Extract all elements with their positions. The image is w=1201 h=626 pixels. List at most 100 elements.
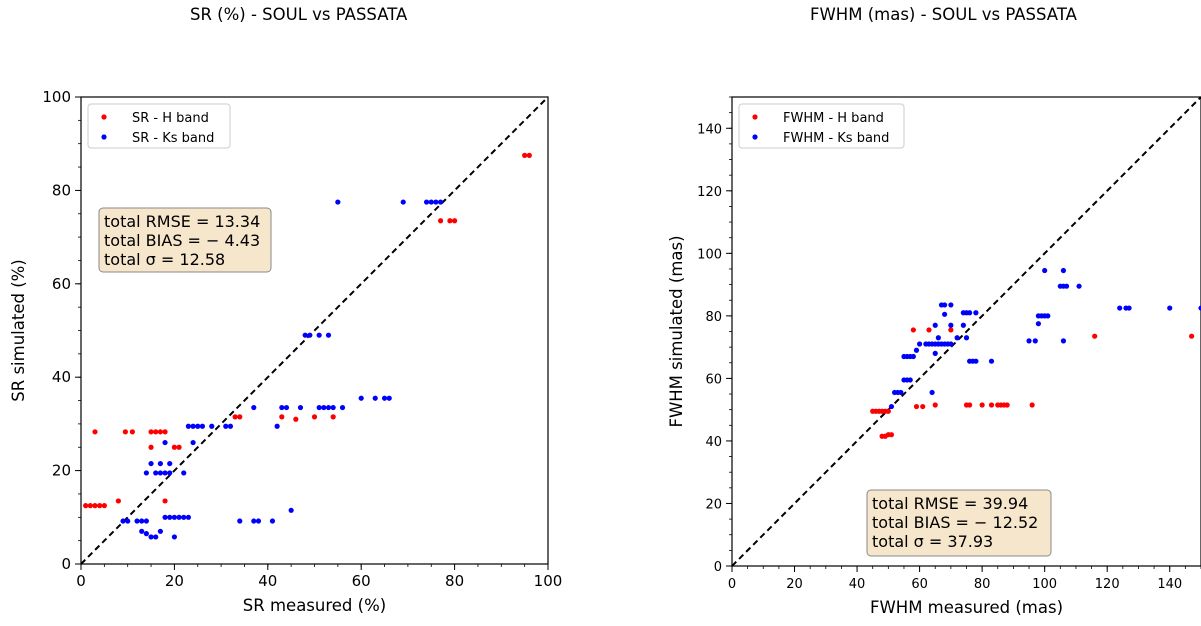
data-point bbox=[428, 199, 434, 205]
y-tick-label: 120 bbox=[697, 185, 722, 200]
legend-label: SR - Ks band bbox=[132, 131, 214, 146]
data-point bbox=[358, 395, 364, 401]
y-tick-label: 100 bbox=[42, 88, 71, 106]
data-point bbox=[143, 518, 149, 524]
stats-line: total σ = 37.93 bbox=[872, 532, 993, 551]
data-point bbox=[251, 518, 257, 524]
y-tick-label: 20 bbox=[52, 462, 71, 480]
sr-chart-panel: SR (%) - SOUL vs PASSATA 0 20 40 60 80 100 0 20… bbox=[0, 0, 600, 622]
data-point bbox=[960, 322, 966, 328]
data-point bbox=[948, 322, 954, 328]
data-point bbox=[522, 152, 528, 158]
data-point bbox=[1004, 402, 1010, 408]
sr-scatter-plot: 0 20 40 60 80 100 0 20 40 60 80 100 SR measured (%) S… bbox=[9, 88, 563, 615]
legend: FWHM - H band FWHM - Ks band bbox=[738, 103, 905, 149]
x-tick-label: 80 bbox=[445, 572, 464, 590]
data-point bbox=[293, 416, 299, 422]
data-point bbox=[148, 429, 154, 435]
data-point bbox=[153, 470, 159, 476]
data-point bbox=[910, 353, 916, 360]
legend-marker bbox=[101, 114, 107, 120]
data-point bbox=[274, 423, 280, 429]
data-point bbox=[437, 218, 444, 224]
data-point bbox=[255, 518, 262, 524]
data-point bbox=[316, 404, 322, 411]
data-point bbox=[913, 403, 920, 410]
data-point bbox=[162, 470, 168, 476]
data-point bbox=[143, 470, 149, 476]
data-point bbox=[1029, 402, 1035, 408]
y-tick-label: 0 bbox=[714, 560, 722, 575]
x-tick-label: 40 bbox=[849, 577, 866, 592]
stats-line: total BIAS = − 12.52 bbox=[872, 513, 1038, 532]
data-point bbox=[948, 341, 954, 347]
data-point bbox=[330, 404, 336, 411]
x-tick-label: 0 bbox=[728, 577, 736, 592]
data-point bbox=[963, 335, 970, 341]
data-point bbox=[1045, 313, 1051, 319]
data-point bbox=[153, 534, 159, 540]
y-tick-label: 40 bbox=[705, 435, 722, 450]
y-tick-label: 60 bbox=[705, 372, 722, 387]
data-point bbox=[447, 218, 453, 224]
data-point bbox=[171, 444, 177, 450]
data-point bbox=[913, 347, 920, 353]
data-point bbox=[167, 470, 173, 476]
data-point bbox=[917, 341, 923, 347]
x-tick-label: 20 bbox=[786, 577, 803, 592]
x-tick-label: 60 bbox=[911, 577, 928, 592]
data-point bbox=[988, 402, 995, 408]
data-point bbox=[162, 439, 168, 446]
data-point bbox=[269, 518, 276, 524]
data-point bbox=[185, 423, 192, 429]
stats-box-bg bbox=[98, 207, 272, 273]
y-tick-label: 100 bbox=[697, 247, 722, 262]
data-point bbox=[181, 514, 187, 520]
legend-marker bbox=[101, 134, 107, 140]
data-point bbox=[162, 514, 168, 520]
data-point bbox=[885, 408, 891, 414]
data-point bbox=[948, 302, 954, 308]
legend-marker bbox=[752, 134, 758, 140]
data-point bbox=[162, 429, 168, 435]
series-h-band bbox=[83, 152, 532, 509]
data-point bbox=[297, 404, 304, 411]
data-point bbox=[973, 310, 979, 316]
data-point bbox=[157, 460, 163, 467]
data-point bbox=[199, 423, 206, 429]
data-point bbox=[176, 514, 182, 520]
y-tick-label: 80 bbox=[705, 310, 722, 325]
stats-line: total RMSE = 39.94 bbox=[872, 494, 1028, 513]
data-point bbox=[1042, 267, 1048, 274]
data-point bbox=[339, 404, 346, 411]
data-point bbox=[1032, 338, 1038, 344]
data-point bbox=[190, 423, 196, 429]
data-point bbox=[433, 199, 439, 205]
stats-line: total BIAS = − 4.43 bbox=[104, 231, 260, 250]
data-point bbox=[929, 389, 935, 396]
data-point bbox=[437, 199, 444, 205]
data-point bbox=[386, 395, 392, 401]
data-point bbox=[372, 395, 378, 401]
fwhm-scatter-plot: 0 20 40 60 80 100 120 140 0 20 40 60 80 100 120 140 FWHM… bbox=[667, 96, 1201, 617]
data-point bbox=[988, 358, 995, 364]
stats-line: total σ = 12.58 bbox=[104, 250, 225, 269]
x-tick-label: 140 bbox=[1157, 577, 1182, 592]
data-point bbox=[279, 404, 285, 411]
data-point bbox=[115, 498, 121, 504]
data-point bbox=[129, 429, 135, 435]
y-tick-label: 60 bbox=[52, 275, 71, 293]
data-point bbox=[311, 414, 318, 420]
data-point bbox=[148, 444, 154, 450]
data-point bbox=[237, 414, 243, 420]
x-tick-label: 100 bbox=[534, 572, 563, 590]
data-point bbox=[400, 199, 406, 205]
data-point bbox=[1035, 321, 1042, 327]
legend-label: SR - H band bbox=[132, 111, 209, 126]
data-point bbox=[92, 429, 98, 435]
data-point bbox=[251, 404, 257, 411]
data-point bbox=[948, 327, 954, 333]
data-point bbox=[1060, 267, 1067, 274]
data-point bbox=[979, 402, 985, 408]
